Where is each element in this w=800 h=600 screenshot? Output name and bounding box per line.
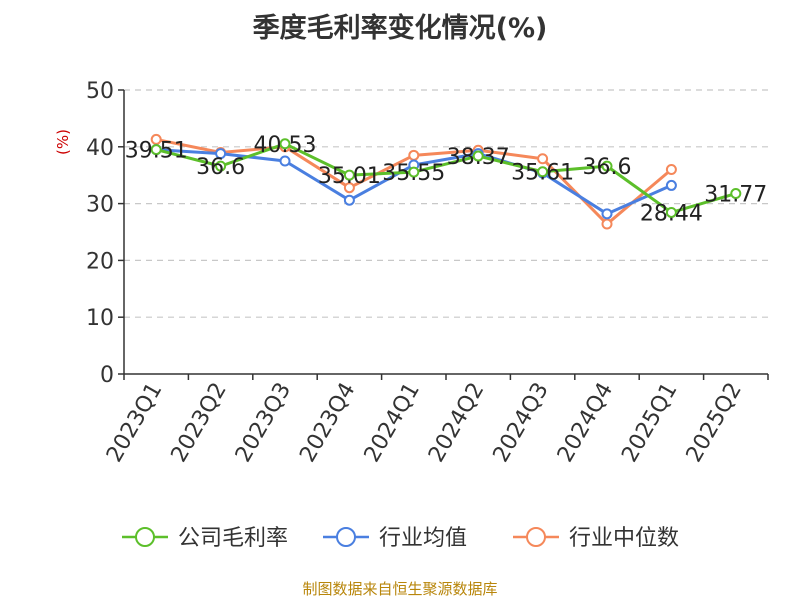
y-tick-label: 20 [86,249,114,274]
x-tick-label: 2024Q1 [360,379,425,467]
data-point [601,208,613,220]
series-lines [150,133,742,230]
legend-marker [526,527,546,547]
x-tick-label: 2024Q2 [424,379,489,467]
y-axis-label: (%) [54,129,72,155]
data-point [343,194,355,206]
x-tick-label: 2024Q3 [488,379,553,467]
data-point [665,164,677,176]
data-point [215,160,227,172]
data-point [537,166,549,178]
y-tick-label: 10 [86,306,114,331]
legend: 公司毛利率 行业均值 行业中位数 [122,526,679,551]
y-tick-label: 40 [86,136,114,161]
legend-label: 行业均值 [379,526,467,551]
data-point [665,206,677,218]
data-point [601,218,613,230]
x-tick-label: 2024Q4 [553,379,618,467]
x-tick-label: 2023Q2 [166,379,231,467]
y-tick-label: 30 [86,193,114,218]
y-tick-label: 50 [86,79,114,104]
data-label: 39.51 [125,139,188,164]
chart-title: 季度毛利率变化情况(%) [252,13,548,44]
data-point [472,150,484,162]
data-label: 38.37 [447,145,510,170]
data-label: 35.61 [511,161,574,186]
data-label: 36.6 [196,155,245,180]
data-point [601,160,613,172]
data-point [408,149,420,161]
legend-marker [336,527,356,547]
data-label: 35.01 [318,164,381,189]
y-tick-label: 0 [100,363,114,388]
x-tick-label: 2025Q1 [617,379,682,467]
legend-label: 公司毛利率 [178,526,288,551]
data-label: 28.44 [640,201,703,226]
x-tick-label: 2023Q4 [295,379,360,467]
data-point [150,144,162,156]
x-tick-label: 2023Q3 [231,379,296,467]
source-note: 制图数据来自恒生聚源数据库 [302,580,498,598]
x-tick-label: 2025Q2 [682,379,747,467]
data-label: 31.77 [704,183,767,208]
data-point [150,133,162,145]
data-point [279,138,291,150]
data-point [279,155,291,167]
legend-label: 行业中位数 [569,526,679,551]
data-point [537,153,549,165]
legend-marker [135,527,155,547]
data-label: 40.53 [254,133,317,158]
data-point [408,166,420,178]
data-point [343,182,355,194]
x-tick-label: 2023Q1 [102,379,167,467]
data-point [665,179,677,191]
grid-lines [124,89,768,318]
data-point [730,188,742,200]
data-point [343,169,355,181]
data-point [215,148,227,160]
series-line [155,142,737,214]
data-label: 36.6 [583,155,632,180]
data-label: 35.55 [382,161,445,186]
